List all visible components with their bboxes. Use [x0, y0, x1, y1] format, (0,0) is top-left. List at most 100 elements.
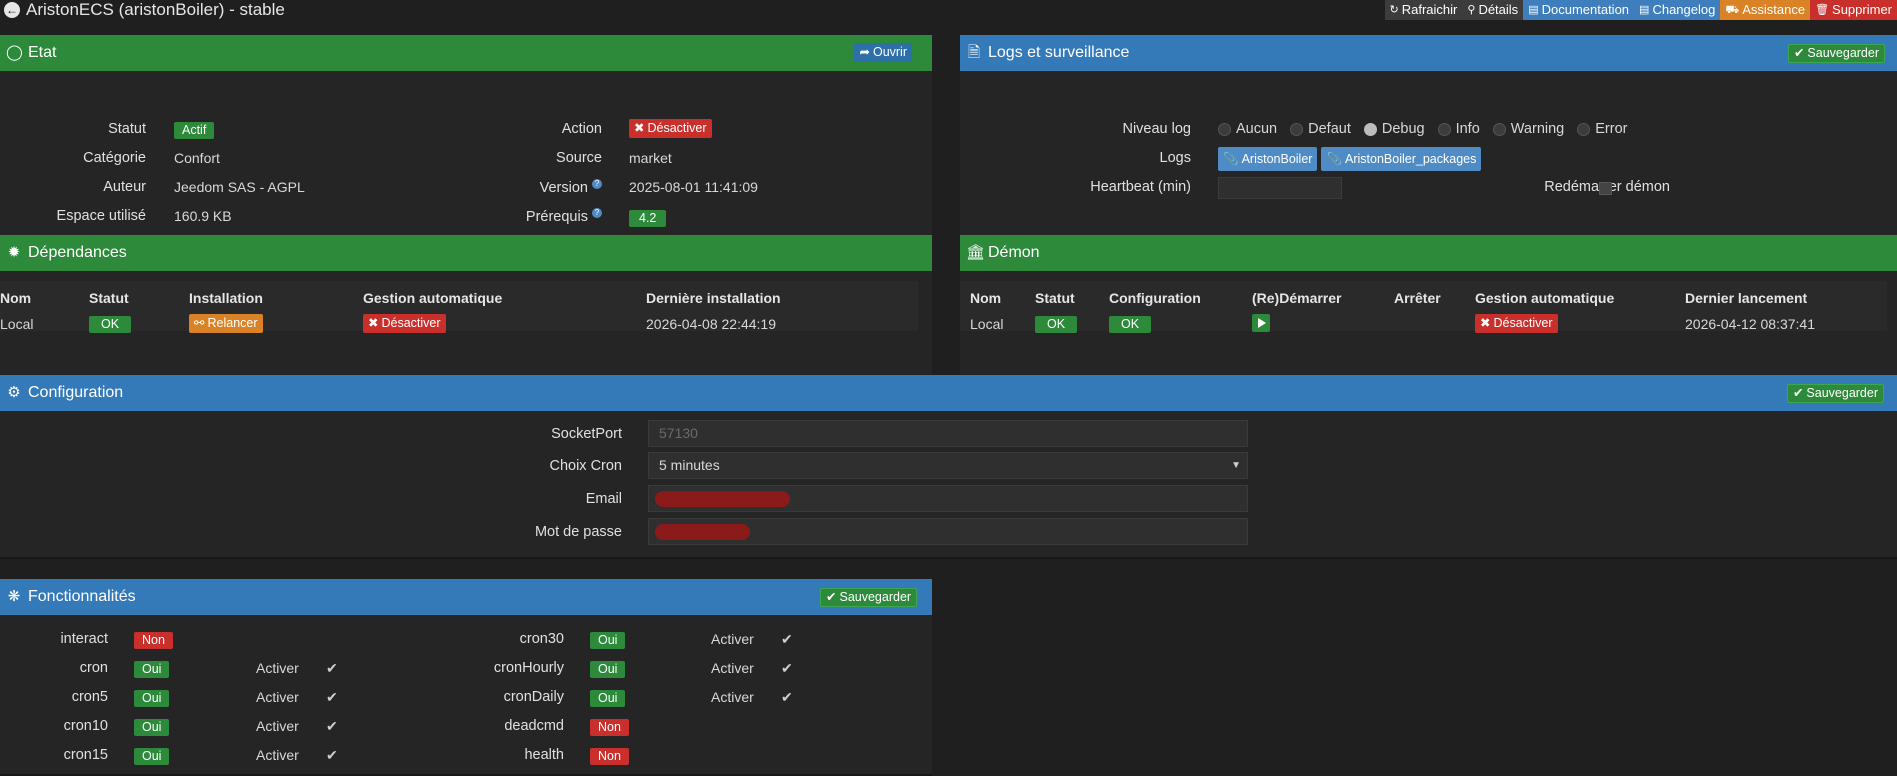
check-icon[interactable]: ✔: [781, 689, 793, 705]
log-level-warning[interactable]: Warning: [1492, 121, 1564, 137]
radio-label: Aucun: [1236, 121, 1278, 137]
password-input[interactable]: [648, 518, 1248, 545]
etat-header: ◯ Etat ➦ Ouvrir: [0, 35, 932, 71]
demon-title: Démon: [988, 244, 1040, 261]
activer-label: Activer: [256, 718, 299, 734]
log-level-debug[interactable]: Debug: [1363, 121, 1425, 137]
open-label: Ouvrir: [872, 45, 907, 59]
delete-button[interactable]: 🗑 Supprimer: [1810, 0, 1897, 20]
relaunch-button[interactable]: ⚯ Relancer: [189, 314, 263, 333]
statut-badge: Actif: [174, 122, 215, 139]
logs-panel: 🗎 Logs et surveillance ✔ Sauvegarder Nive…: [960, 35, 1897, 251]
espace-value: 160.9 KB: [174, 208, 232, 224]
check-circle-icon: ✔: [1792, 386, 1804, 400]
radio-label: Debug: [1381, 121, 1425, 137]
restart-daemon-checkbox[interactable]: [1599, 182, 1612, 195]
feature-state-badge: Oui: [590, 690, 626, 707]
radio-icon: [1577, 122, 1591, 136]
password-label: Mot de passe: [534, 524, 622, 540]
open-button[interactable]: ➦ Ouvrir: [854, 43, 912, 62]
fonctionnalites-header: ❋ Fonctionnalités ✔ Sauvegarder: [0, 579, 932, 615]
deactivate-label: Désactiver: [647, 121, 707, 135]
changelog-button[interactable]: ▤ Changelog: [1634, 0, 1721, 20]
redacted-value: [655, 491, 790, 507]
demon-gestion-deactivate-button[interactable]: ✖ Désactiver: [1475, 314, 1558, 333]
heartbeat-input[interactable]: [1218, 177, 1342, 199]
log-level-defaut[interactable]: Defaut: [1290, 121, 1351, 137]
toolbar: ↻ Rafraichir ⚲ Détails ▤ Documentation ▤ Cha…: [1384, 0, 1897, 20]
col-configuration: Configuration: [1109, 290, 1201, 306]
demon-panel: 🏛 Démon Nom Statut Configuration (Re)Dém…: [960, 235, 1897, 391]
auteur-value: Jeedom SAS - AGPL: [174, 179, 305, 195]
col-installation: Installation: [189, 290, 263, 306]
config-save-button[interactable]: ✔ Sauvegarder: [1786, 384, 1884, 403]
changelog-label: Changelog: [1652, 2, 1716, 17]
fonctionnalites-panel: ❋ Fonctionnalités ✔ Sauvegarder interact …: [0, 579, 932, 776]
email-input[interactable]: [648, 485, 1248, 512]
details-button[interactable]: ⚲ Détails: [1462, 0, 1524, 20]
back-arrow-icon[interactable]: ←: [4, 2, 20, 18]
demon-dernier-value: 2026-04-12 08:37:41: [1685, 316, 1815, 332]
log-level-aucun[interactable]: Aucun: [1218, 121, 1277, 137]
cron-label: Choix Cron: [549, 458, 622, 474]
logs-save-button[interactable]: ✔ Sauvegarder: [1787, 44, 1885, 63]
cron-select-value: 5 minutes: [659, 457, 720, 473]
log-level-radios: Aucun Defaut Debug Info Warning Error: [1218, 121, 1627, 137]
activer-label: Activer: [256, 660, 299, 676]
feature-name: cronDaily: [503, 689, 564, 705]
fonctionnalites-save-button[interactable]: ✔ Sauvegarder: [820, 588, 918, 607]
play-icon[interactable]: [1252, 314, 1270, 332]
page-title: ← AristonECS (aristonBoiler) - stable: [4, 0, 285, 20]
check-icon[interactable]: ✔: [326, 689, 338, 705]
feature-state-badge: Non: [590, 748, 629, 765]
dep-statut-badge: OK: [89, 316, 132, 333]
demon-config-badge: OK: [1109, 316, 1152, 333]
check-icon[interactable]: ✔: [326, 718, 338, 734]
log-aristonboiler-button[interactable]: 📎 AristonBoiler: [1218, 147, 1318, 171]
log-level-error[interactable]: Error: [1577, 121, 1627, 137]
book-icon: ▤: [1528, 4, 1539, 16]
deactivate-plugin-button[interactable]: ✖ Désactiver: [629, 119, 712, 138]
heartbeat-label: Heartbeat (min): [1090, 179, 1191, 195]
check-icon[interactable]: ✔: [326, 660, 338, 676]
config-save-label: Sauvegarder: [1806, 386, 1878, 400]
activer-label: Activer: [711, 689, 754, 705]
etat-body: Statut Actif Catégorie Confort Auteur Je…: [0, 71, 932, 251]
activer-label: Activer: [256, 689, 299, 705]
categorie-label: Catégorie: [83, 150, 146, 166]
feature-state-badge: Non: [134, 632, 173, 649]
log-aristonboiler-packages-button[interactable]: 📎 AristonBoiler_packages: [1321, 147, 1482, 171]
help-icon[interactable]: ?: [592, 179, 602, 189]
cogs-icon: ⚙: [7, 384, 21, 401]
demon-body: Nom Statut Configuration (Re)Démarrer Ar…: [960, 271, 1897, 391]
check-icon[interactable]: ✔: [781, 660, 793, 676]
col-gestion: Gestion automatique: [1475, 290, 1615, 306]
log-button-label: AristonBoiler: [1241, 152, 1313, 166]
refresh-icon: ↻: [1389, 4, 1399, 16]
check-icon[interactable]: ✔: [781, 631, 793, 647]
cron-select[interactable]: 5 minutes ▼: [648, 452, 1248, 479]
university-icon: 🏛: [966, 244, 986, 261]
feature-state-badge: Oui: [134, 748, 170, 765]
dep-gestion-deactivate-button[interactable]: ✖ Désactiver: [363, 314, 446, 333]
refresh-button[interactable]: ↻ Rafraichir: [1384, 0, 1463, 20]
check-icon[interactable]: ✔: [326, 747, 338, 763]
documentation-button[interactable]: ▤ Documentation: [1523, 0, 1635, 20]
help-icon[interactable]: ?: [592, 208, 602, 218]
feature-name: cron: [79, 660, 108, 676]
feature-name: cron15: [63, 747, 108, 763]
demon-header: 🏛 Démon: [960, 235, 1897, 271]
radio-icon: [1290, 122, 1304, 136]
times-icon: ✖: [1480, 316, 1491, 330]
prerequis-badge: 4.2: [629, 210, 667, 227]
configuration-panel: ⚙ Configuration ✔ Sauvegarder SocketPort …: [0, 375, 1897, 559]
categorie-value: Confort: [174, 150, 220, 166]
assistance-button[interactable]: ⛟ Assistance: [1720, 0, 1811, 20]
fonctionnalites-title: Fonctionnalités: [28, 588, 136, 605]
socketport-input[interactable]: 57130: [648, 420, 1248, 447]
activer-label: Activer: [711, 660, 754, 676]
col-statut: Statut: [89, 290, 129, 306]
feature-state-badge: Oui: [134, 661, 170, 678]
feature-name: cron5: [71, 689, 108, 705]
log-level-info[interactable]: Info: [1437, 121, 1480, 137]
